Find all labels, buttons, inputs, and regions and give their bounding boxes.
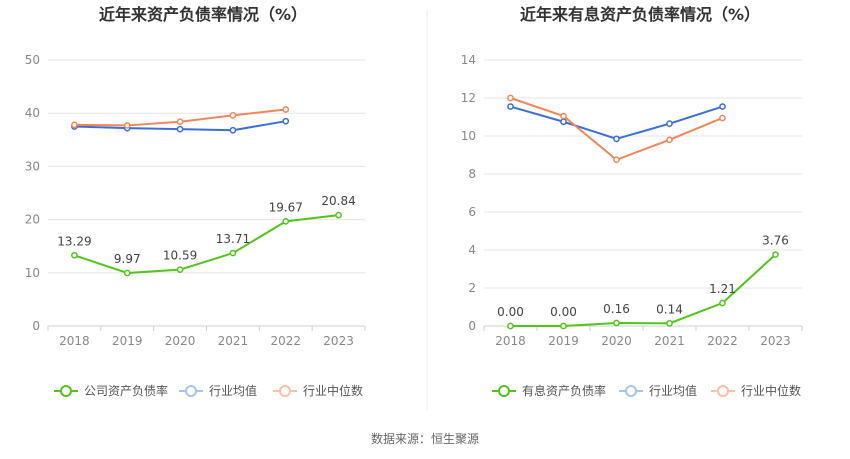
data-point [229, 249, 237, 257]
chart-title: 近年来有息资产负债率情况（%） [520, 5, 760, 24]
legend-label: 有息资产负债率 [522, 383, 606, 398]
y-tick-label: 8 [468, 167, 476, 181]
legend-swatch-marker [279, 385, 291, 397]
data-point [613, 319, 620, 327]
x-tick-label: 2021 [218, 334, 249, 348]
legend-swatch-marker [717, 385, 729, 397]
legend-item-1[interactable]: 有息资产负债率 [492, 383, 606, 398]
data-point [123, 122, 131, 129]
legend-item-1[interactable]: 公司资产负债率 [54, 383, 168, 398]
data-point [229, 126, 237, 134]
legend-label: 公司资产负债率 [84, 383, 168, 398]
data-label: 3.76 [762, 234, 789, 248]
legend-label: 行业中位数 [303, 383, 363, 398]
x-tick-label: 2023 [760, 334, 791, 348]
y-tick-label: 30 [25, 159, 40, 173]
data-point [335, 211, 342, 219]
legend-swatch-marker [625, 385, 637, 397]
data-point [666, 319, 673, 327]
chart-2: 近年来有息资产负债率情况（%） 0 2 4 6 8 10 12 14 2018 2019 2020 20… [461, 5, 803, 398]
data-point [719, 103, 726, 110]
y-tick-label: 0 [468, 319, 476, 333]
y-tick-label: 12 [461, 91, 476, 105]
data-point [507, 103, 514, 110]
series-line-3 [510, 97, 723, 161]
data-point [560, 118, 567, 126]
data-point [123, 269, 131, 277]
legend-label: 行业中位数 [741, 383, 801, 398]
legend-item-2[interactable]: 行业均值 [619, 383, 697, 398]
y-tick-label: 14 [461, 53, 476, 67]
x-tick-label: 2019 [548, 334, 579, 348]
data-label: 20.84 [321, 194, 355, 208]
data-point [507, 94, 514, 102]
data-point [613, 156, 620, 164]
data-point [71, 121, 78, 129]
data-point [560, 322, 567, 330]
series-line-2 [510, 105, 723, 140]
y-tick-label: 4 [468, 243, 476, 257]
data-label: 13.29 [57, 234, 91, 248]
data-point [772, 251, 779, 258]
data-point [71, 251, 78, 259]
series-line-1 [510, 253, 777, 327]
x-tick-label: 2023 [323, 334, 354, 348]
y-tick-label: 6 [468, 205, 476, 219]
data-label: 10.59 [163, 249, 197, 263]
data-point [176, 266, 184, 274]
data-label: 9.97 [114, 252, 141, 266]
x-tick-label: 2018 [59, 334, 90, 348]
data-point [666, 120, 673, 128]
data-point [719, 114, 726, 122]
y-tick-label: 10 [461, 129, 476, 143]
y-tick-label: 40 [25, 106, 40, 120]
y-tick-label: 20 [25, 213, 40, 227]
chart-title: 近年来资产负债率情况（%） [99, 5, 307, 24]
x-tick-label: 2022 [707, 334, 738, 348]
y-tick-label: 2 [468, 281, 476, 295]
legend-item-3[interactable]: 行业中位数 [711, 383, 801, 398]
data-point [176, 125, 184, 133]
data-label: 13.71 [216, 232, 250, 246]
data-point [666, 136, 673, 144]
legend-swatch-marker [498, 385, 510, 397]
x-tick-label: 2018 [495, 334, 526, 348]
data-label: 0.16 [603, 302, 630, 316]
chart-1: 近年来资产负债率情况（%） 0 10 20 30 40 50 2018 2019 2020 2021… [25, 5, 366, 398]
data-point [229, 111, 237, 119]
data-label: 19.67 [269, 200, 303, 214]
y-tick-label: 0 [32, 319, 40, 333]
series-line-1 [74, 214, 339, 274]
y-tick-label: 50 [25, 53, 40, 67]
data-label: 1.21 [709, 282, 736, 296]
data-point [282, 218, 290, 225]
x-tick-label: 2021 [654, 334, 685, 348]
data-point [507, 322, 514, 330]
data-point [282, 106, 290, 113]
x-tick-label: 2020 [601, 334, 632, 348]
data-source: 数据来源：恒生聚源 [370, 432, 479, 446]
legend-item-2[interactable]: 行业均值 [179, 383, 257, 398]
x-tick-label: 2022 [270, 334, 301, 348]
data-point [613, 135, 620, 143]
data-label: 0.14 [656, 302, 683, 316]
legend-label: 行业均值 [209, 383, 257, 398]
data-point [719, 299, 726, 307]
data-point [176, 118, 184, 126]
legend-swatch-marker [185, 385, 197, 397]
data-label: 0.00 [497, 305, 524, 319]
data-label: 0.00 [550, 305, 577, 319]
x-tick-label: 2020 [165, 334, 196, 348]
data-point [282, 117, 290, 125]
legend-item-3[interactable]: 行业中位数 [273, 383, 363, 398]
legend-label: 行业均值 [649, 383, 697, 398]
y-tick-label: 10 [25, 266, 40, 280]
data-point [560, 112, 567, 120]
x-tick-label: 2019 [112, 334, 143, 348]
legend-swatch-marker [60, 385, 72, 397]
